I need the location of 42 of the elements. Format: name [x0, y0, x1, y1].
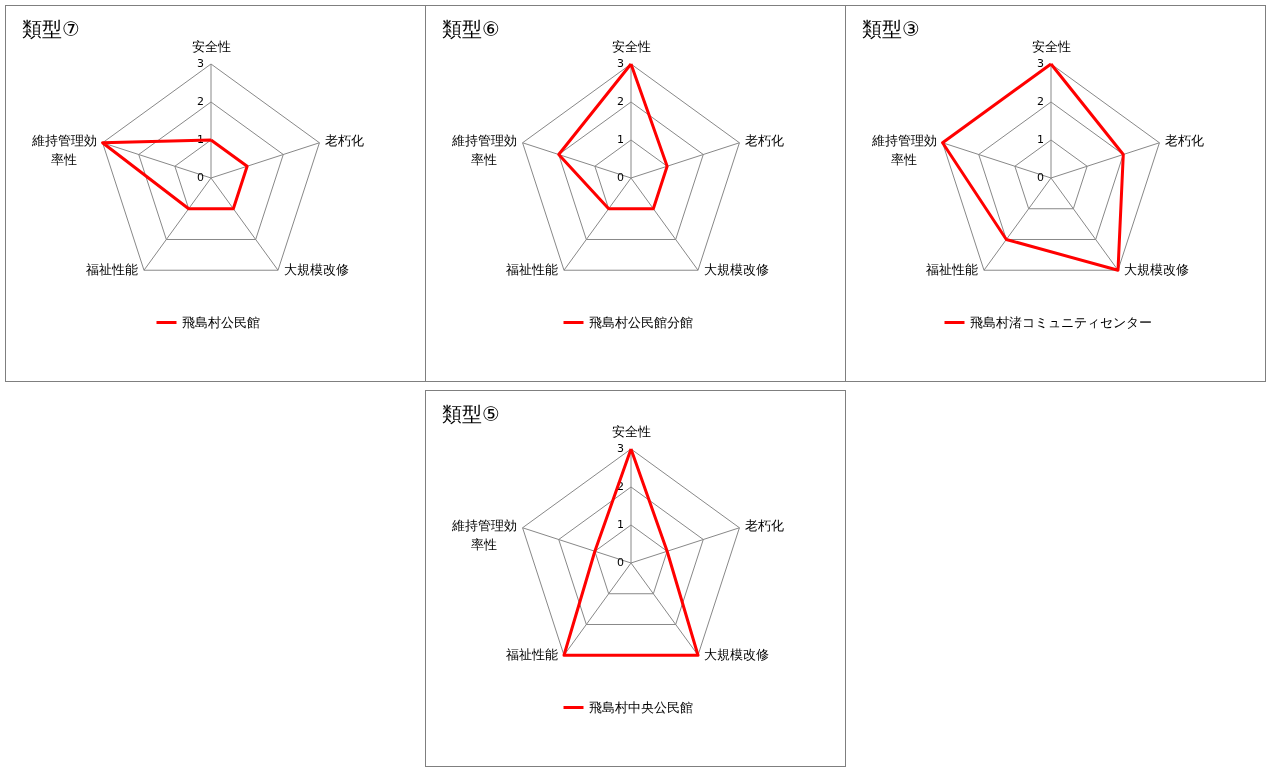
spoke-label: 老朽化: [745, 517, 785, 533]
spoke-label: 福祉性能: [505, 647, 558, 663]
spoke-label: 大規模改修: [704, 262, 770, 278]
y-tick-label: 0: [1037, 171, 1044, 184]
y-tick-label: 2: [617, 95, 624, 108]
spoke-label: 大規模改修: [284, 262, 350, 278]
spoke-label: 老朽化: [1165, 132, 1205, 148]
chart-title: 類型⑤: [442, 402, 500, 426]
y-tick-label: 1: [617, 133, 624, 146]
y-tick-label: 2: [1037, 95, 1044, 108]
y-tick-label: 1: [1037, 133, 1044, 146]
y-tick-label: 3: [1037, 57, 1044, 70]
y-tick-label: 3: [617, 442, 624, 455]
legend-label: 飛島村渚コミュニティセンター: [970, 314, 1152, 330]
y-tick-label: 0: [197, 171, 204, 184]
spoke-label: 維持管理効率性: [30, 132, 97, 167]
y-tick-label: 3: [197, 57, 204, 70]
spoke-label: 安全性: [191, 39, 231, 54]
spoke-label: 老朽化: [325, 132, 365, 148]
y-tick-label: 0: [617, 171, 624, 184]
spoke-label: 維持管理効率性: [870, 132, 937, 167]
spoke-label: 老朽化: [745, 132, 785, 148]
chart-title: 類型⑦: [22, 17, 80, 41]
spoke-label: 維持管理効率性: [450, 132, 517, 167]
spoke-label: 福祉性能: [85, 262, 138, 278]
legend-label: 飛島村公民館: [182, 314, 260, 330]
spoke-label: 大規模改修: [1124, 262, 1190, 278]
spoke-label: 福祉性能: [505, 262, 558, 278]
y-tick-label: 1: [617, 518, 624, 531]
spoke-label: 安全性: [1031, 39, 1071, 54]
spoke-label: 維持管理効率性: [450, 517, 517, 552]
y-tick-label: 2: [197, 95, 204, 108]
spoke-label: 安全性: [611, 424, 651, 439]
chart-title: 類型③: [862, 17, 920, 41]
y-tick-label: 0: [617, 556, 624, 569]
legend-label: 飛島村中央公民館: [589, 699, 693, 715]
chart-title: 類型⑥: [442, 17, 500, 41]
legend-label: 飛島村公民館分館: [589, 314, 693, 330]
y-tick-label: 3: [617, 57, 624, 70]
spoke-label: 福祉性能: [925, 262, 978, 278]
spoke-label: 大規模改修: [704, 647, 770, 663]
spoke-label: 安全性: [611, 39, 651, 54]
